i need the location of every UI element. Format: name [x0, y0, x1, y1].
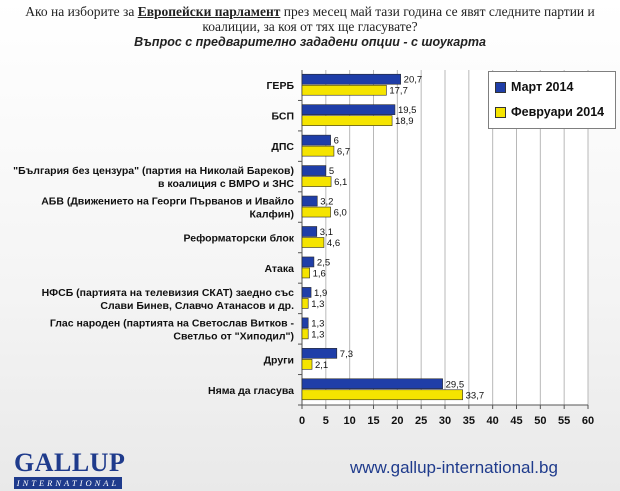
bar-series1	[301, 226, 318, 237]
category-label: Реформаторски блок	[183, 233, 294, 245]
data-label-series2: 18,9	[395, 116, 414, 127]
question-line2: коалиции, за коя от тях ще гласувате?	[202, 19, 418, 34]
data-label-series2: 4,6	[327, 238, 340, 249]
bar-series2	[301, 298, 309, 309]
category-label: БСП	[271, 111, 294, 123]
x-tick-label: 40	[487, 415, 499, 427]
data-label-series2: 1,6	[313, 268, 326, 279]
data-label-series1: 6	[334, 136, 339, 147]
bar-series2	[301, 389, 463, 401]
category-label: Глас народен (партията на Светослав Витк…	[50, 317, 295, 329]
data-label-series1: 1,9	[314, 288, 327, 299]
data-label-series1: 3,1	[320, 227, 333, 238]
bar-series2	[301, 176, 332, 187]
category-label: Слави Бинев, Славчо Атанасов и др.	[100, 300, 294, 312]
bar-series1	[301, 256, 315, 268]
question-highlight: Европейски парламент	[137, 4, 281, 19]
data-label-series2: 33,7	[466, 390, 485, 401]
data-label-series2: 6,1	[334, 177, 347, 188]
website-url: www.gallup-international.bg	[350, 458, 558, 477]
category-label: Други	[264, 354, 294, 366]
bar-series1	[301, 73, 401, 85]
x-tick-label: 55	[558, 415, 570, 427]
x-tick-label: 5	[323, 415, 329, 427]
data-label-series1: 1,3	[311, 318, 324, 329]
x-tick-label: 25	[415, 415, 427, 427]
data-label-series1: 20,7	[404, 75, 423, 86]
bar-series1	[301, 348, 338, 359]
bar-series1	[301, 287, 312, 298]
data-label-series1: 29,5	[446, 379, 465, 390]
question-post: през месец май тази година се явят следн…	[280, 4, 595, 19]
bar-series2	[301, 145, 335, 157]
data-label-series1: 7,3	[340, 349, 353, 360]
bar-series1	[301, 134, 331, 146]
category-label: НФСБ (партията на телевизия СКАТ) заедно…	[42, 287, 295, 299]
x-tick-label: 35	[463, 415, 475, 427]
category-label: Атака	[264, 263, 294, 275]
bar-series1	[301, 104, 396, 115]
bar-series2	[301, 206, 331, 218]
data-label-series1: 2,5	[317, 257, 330, 268]
data-label-series2: 6,0	[334, 208, 347, 219]
legend-label-series1: Март 2014	[511, 80, 574, 94]
bar-series2	[301, 84, 387, 96]
x-tick-label: 0	[299, 415, 305, 427]
data-label-series2: 6,7	[337, 147, 350, 158]
x-tick-label: 15	[367, 415, 379, 427]
data-label-series2: 1,3	[311, 299, 324, 310]
bar-series1	[301, 378, 443, 390]
chart-legend: Март 2014 Февруари 2014	[488, 71, 616, 129]
bar-series1	[301, 165, 327, 176]
bar-series2	[301, 359, 313, 370]
data-label-series2: 2,1	[315, 360, 328, 371]
data-label-series1: 3,2	[320, 197, 333, 208]
data-label-series1: 5	[329, 166, 334, 177]
x-tick-label: 50	[534, 415, 546, 427]
x-tick-label: 45	[510, 415, 522, 427]
chart-subtitle: Въпрос с предварително зададени опции - …	[134, 35, 486, 49]
x-tick-label: 30	[439, 415, 451, 427]
bar-series1	[301, 195, 318, 207]
data-label-series2: 17,7	[389, 86, 408, 97]
category-label: АБВ (Движението на Георги Първанов и Ива…	[41, 196, 294, 208]
data-label-series1: 19,5	[398, 105, 417, 116]
category-label: ГЕРБ	[266, 80, 294, 92]
bar-series2	[301, 237, 325, 248]
x-tick-label: 10	[344, 415, 356, 427]
data-label-series2: 1,3	[311, 329, 324, 340]
category-label: Светльо от "Хиподил")	[173, 330, 294, 342]
legend-swatch-series2	[495, 107, 506, 118]
category-label: ДПС	[271, 141, 294, 153]
category-label: Няма да гласува	[208, 385, 294, 397]
question-text: Ако на изборите за Европейски парламент …	[0, 4, 620, 34]
category-label: Калфин)	[249, 209, 294, 221]
logo-word: GALLUP	[14, 448, 126, 477]
category-label: в коалиция с ВМРО и ЗНС	[158, 178, 294, 190]
legend-label-series2: Февруари 2014	[511, 105, 605, 119]
bar-series2	[301, 328, 309, 340]
bar-series2	[301, 115, 393, 126]
gallup-logo: GALLUP INTERNATIONAL	[12, 448, 126, 489]
x-tick-label: 20	[391, 415, 403, 427]
legend-swatch-series1	[495, 82, 506, 93]
bar-series1	[301, 317, 309, 329]
bar-series2	[301, 267, 310, 279]
category-label: "България без цензура" (партия на Никола…	[13, 165, 294, 177]
logo-sub: INTERNATIONAL	[14, 477, 122, 489]
x-tick-label: 60	[582, 415, 594, 427]
question-pre: Ако на изборите за	[25, 4, 138, 19]
